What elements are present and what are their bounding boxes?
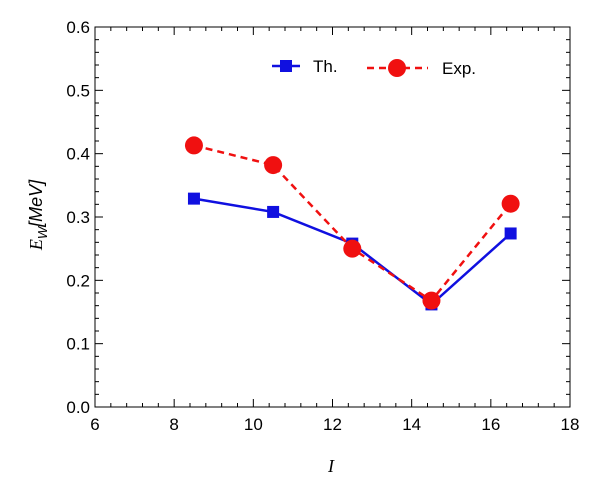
x-tick-label: 14 <box>402 415 421 434</box>
data-point-exp <box>422 291 441 310</box>
legend-marker-exp <box>388 59 406 77</box>
legend-label-th: Th. <box>313 57 338 76</box>
legend-label-exp: Exp. <box>442 59 476 78</box>
data-point-exp <box>264 156 283 175</box>
data-point-exp <box>184 136 203 155</box>
data-point-exp <box>501 194 520 213</box>
series-exp <box>184 136 520 310</box>
x-tick-label: 16 <box>481 415 500 434</box>
tick-labels: 6 8 10 12 14 16 18 0.0 0.1 0.2 0.3 0.4 0.5 0.6 <box>66 18 579 434</box>
data-point-th <box>187 192 200 205</box>
y-axis-title-sub: W <box>35 225 50 239</box>
x-tick-label: 10 <box>244 415 263 434</box>
y-axis-title: EW[MeV] <box>26 179 50 251</box>
y-axis-title-main: E <box>26 239 46 251</box>
legend-item-th: Th. <box>272 57 338 76</box>
y-tick-label: 0.4 <box>66 145 90 164</box>
x-tick-label: 18 <box>561 415 580 434</box>
data-point-th <box>504 227 517 240</box>
y-tick-label: 0.0 <box>66 398 90 417</box>
x-tick-label: 12 <box>323 415 342 434</box>
y-axis-title-unit: [MeV] <box>26 179 46 228</box>
x-tick-label: 8 <box>169 415 178 434</box>
y-tick-label: 0.6 <box>66 18 90 37</box>
y-tick-label: 0.5 <box>66 81 90 100</box>
legend-item-exp: Exp. <box>367 59 476 78</box>
x-tick-label: 6 <box>90 415 99 434</box>
legend: Th. Exp. <box>272 57 476 78</box>
y-tick-label: 0.2 <box>66 271 90 290</box>
y-tick-label: 0.3 <box>66 208 90 227</box>
x-axis-title: I <box>327 456 335 476</box>
data-point-th <box>267 205 280 218</box>
axis-ticks <box>94 26 571 408</box>
y-tick-label: 0.1 <box>66 335 90 354</box>
series-layer <box>184 136 520 311</box>
legend-marker-th <box>280 60 292 72</box>
data-point-exp <box>343 239 362 258</box>
